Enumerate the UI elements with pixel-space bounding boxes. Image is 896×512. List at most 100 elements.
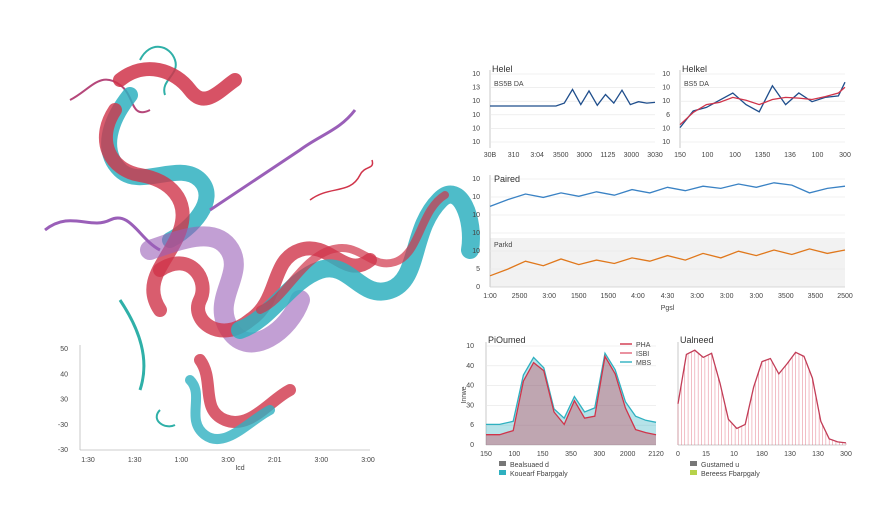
helical-1-xtick: 30B [484, 152, 497, 159]
helical-1-xtick: 3030 [647, 152, 663, 159]
profile-2-xtick: 10 [730, 451, 738, 458]
paired-series-line [489, 248, 846, 277]
helical-1-xtick: 3000 [624, 152, 640, 159]
structure-ytick: 30 [60, 397, 68, 404]
helical-2-series-line [679, 86, 846, 126]
helical-1-xtick: 3500 [553, 152, 569, 159]
helical-2-ytick: 10 [662, 139, 670, 146]
structure-xtick: 3:00 [221, 457, 235, 464]
profile-2-footer-swatch [690, 470, 697, 475]
paired-xtick: 3500 [778, 293, 794, 300]
helical-2-xtick: 100 [729, 152, 741, 159]
profile-2-outline [677, 349, 847, 444]
profile-1-xtick: 150 [480, 451, 492, 458]
profile-1-series-line [486, 351, 657, 426]
helical-1-xtick: 3000 [576, 152, 592, 159]
helical-2-title: Helkel [682, 64, 707, 74]
paired-xtick: 1:00 [483, 293, 497, 300]
profile-2-xtick: 130 [812, 451, 824, 458]
paired-xlabel: Pgsl [661, 305, 675, 312]
helical-2-xtick: 150 [674, 152, 686, 159]
helical-2-ytick: 10 [662, 85, 670, 92]
helical-2-ytick: 6 [666, 112, 670, 119]
profile-1-xtick: 300 [593, 451, 605, 458]
paired-ytick: 10 [472, 248, 480, 255]
profile-2-title: Ualneed [680, 335, 714, 345]
structure-xtick: 2:01 [268, 457, 282, 464]
profile-2-footer-swatch [690, 461, 697, 466]
structure-xlabel: Icd [235, 465, 244, 472]
protein-helix-icon [44, 45, 480, 445]
structure-ytick: 50 [60, 346, 68, 353]
profile-2-xtick: 15 [702, 451, 710, 458]
structure-ytick: -30 [58, 447, 68, 454]
helical-2-xtick: 300 [839, 152, 851, 159]
helical-2-xtick: 100 [702, 152, 714, 159]
profile-2-xtick: 300 [840, 451, 852, 458]
helical-2-subtitle: BS5 DA [684, 81, 709, 88]
profile-2-xtick: 0 [676, 451, 680, 458]
helical-1-series-line [490, 88, 656, 107]
profile-2-footer-label: Bereess Fbarpgaly [701, 471, 760, 478]
paired-xtick: 4:00 [631, 293, 645, 300]
profile-1-xtick: 350 [565, 451, 577, 458]
helical-1-ytick: 10 [472, 125, 480, 132]
helical-2-xtick: 1350 [755, 152, 771, 159]
profile-1-ytick: 6 [470, 422, 474, 429]
helical-1-ytick: 10 [472, 98, 480, 105]
paired-series-line [489, 182, 846, 208]
paired-ytick: 10 [472, 230, 480, 237]
helical-1-xtick: 1125 [600, 152, 615, 159]
paired-xtick: 3:00 [542, 293, 556, 300]
profile-1-area [486, 356, 656, 445]
profile-1-xtick: 2000 [620, 451, 636, 458]
chart-profile-2: 0 15 10 180 130 130 300 Ualneed Gustamed u Berees… [676, 335, 852, 478]
profile-1-ytick: 40 [466, 363, 474, 370]
profile-1-xtick: 100 [508, 451, 520, 458]
paired-lower-panel-bg [490, 238, 845, 287]
paired-xtick: 3:00 [690, 293, 704, 300]
profile-1-footer-label: Kouearf Fbarpgaly [510, 471, 568, 478]
profile-1-ytick: 30 [466, 402, 474, 409]
paired-xtick: 1500 [601, 293, 617, 300]
helical-1-ytick: 13 [472, 85, 480, 92]
profile-1-ytick: 10 [466, 343, 474, 350]
helical-1-xtick: 310 [508, 152, 520, 159]
helical-2-ytick: 10 [662, 71, 670, 78]
chart-profile-1: 10 40 40 30 6 0 150 100 150 350 300 2000 2120 PiOumed… [461, 335, 664, 478]
paired-ytick: 10 [472, 194, 480, 201]
profile-1-footer-swatch [499, 461, 506, 466]
structure-xtick: 1:30 [128, 457, 142, 464]
helical-1-xtick: 3:04 [530, 152, 544, 159]
paired-ytick: 0 [476, 284, 480, 291]
structure-ytick: 40 [60, 371, 68, 378]
chart-helical-1: 10 13 10 10 10 10 30B 310 3:04 3500 3000 1125 3000 30… [472, 64, 663, 159]
profile-2-xtick: 130 [784, 451, 796, 458]
profile-2-footer-label: Gustamed u [701, 462, 739, 469]
paired-xtick: 3:00 [720, 293, 734, 300]
chart-helical-2: 10 10 10 6 10 10 150 100 100 1350 136 100 300 Helkel B… [662, 64, 851, 159]
helical-1-title: Helel [492, 64, 513, 74]
profile-1-legend-label: PHA [636, 342, 651, 349]
structure-xtick: 1:00 [175, 457, 189, 464]
helical-1-subtitle: BS5B DA [494, 81, 524, 88]
profile-1-footer-label: Bealsuaed d [510, 462, 549, 469]
helical-1-ytick: 10 [472, 112, 480, 119]
helical-1-ytick: 10 [472, 139, 480, 146]
helical-2-ytick: 10 [662, 125, 670, 132]
helical-2-xtick: 100 [812, 152, 824, 159]
profile-1-series-line [486, 354, 657, 436]
paired-xtick: 3:00 [749, 293, 763, 300]
helical-1-ytick: 10 [472, 71, 480, 78]
profile-1-area [486, 353, 656, 445]
paired-xtick: 4:30 [661, 293, 675, 300]
paired-xtick: 2500 [512, 293, 528, 300]
profile-1-title: PiOumed [488, 335, 526, 345]
profile-1-xtick: 150 [537, 451, 549, 458]
paired-ytick: 10 [472, 212, 480, 219]
profile-1-legend-label: MBS [636, 360, 652, 367]
paired-title: Paired [494, 174, 520, 184]
paired-ytick: 5 [476, 266, 480, 273]
paired-xtick: 3500 [808, 293, 824, 300]
